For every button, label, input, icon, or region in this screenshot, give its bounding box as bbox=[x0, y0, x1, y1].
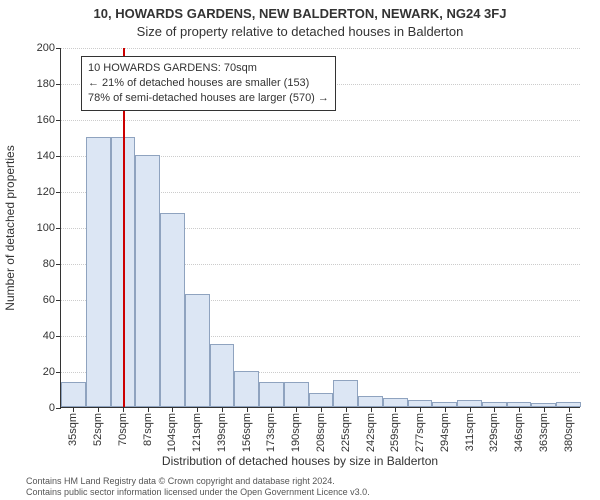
info-box-line1: 10 HOWARDS GARDENS: 70sqm bbox=[88, 61, 329, 76]
x-tick-mark bbox=[569, 407, 570, 412]
x-tick-mark bbox=[222, 407, 223, 412]
x-tick-mark bbox=[445, 407, 446, 412]
x-tick-mark bbox=[321, 407, 322, 412]
gridline bbox=[61, 120, 580, 121]
page-title: 10, HOWARDS GARDENS, NEW BALDERTON, NEWA… bbox=[0, 6, 600, 21]
x-tick-mark bbox=[296, 407, 297, 412]
x-tick-label: 87sqm bbox=[142, 413, 154, 446]
chart-subtitle: Size of property relative to detached ho… bbox=[0, 24, 600, 39]
info-box-line3: 78% of semi-detached houses are larger (… bbox=[88, 91, 329, 106]
y-tick-label: 120 bbox=[37, 186, 55, 198]
x-tick-mark bbox=[494, 407, 495, 412]
x-axis-label: Distribution of detached houses by size … bbox=[0, 454, 600, 468]
x-tick-label: 346sqm bbox=[513, 413, 525, 452]
x-tick-mark bbox=[346, 407, 347, 412]
histogram-bar bbox=[185, 294, 210, 407]
gridline bbox=[61, 48, 580, 49]
histogram-bar bbox=[408, 400, 433, 407]
footer-line1: Contains HM Land Registry data © Crown c… bbox=[26, 476, 370, 487]
y-tick-label: 180 bbox=[37, 78, 55, 90]
x-tick-label: 242sqm bbox=[365, 413, 377, 452]
y-tick-mark bbox=[56, 336, 61, 337]
x-tick-label: 208sqm bbox=[315, 413, 327, 452]
histogram-bar bbox=[61, 382, 86, 407]
y-tick-mark bbox=[56, 192, 61, 193]
x-tick-label: 156sqm bbox=[241, 413, 253, 452]
y-tick-mark bbox=[56, 372, 61, 373]
histogram-bar bbox=[383, 398, 408, 407]
x-tick-label: 380sqm bbox=[563, 413, 575, 452]
x-tick-mark bbox=[544, 407, 545, 412]
x-tick-label: 311sqm bbox=[464, 413, 476, 451]
histogram-bar bbox=[333, 380, 358, 407]
y-tick-label: 40 bbox=[43, 330, 55, 342]
x-tick-label: 225sqm bbox=[340, 413, 352, 452]
x-tick-mark bbox=[395, 407, 396, 412]
histogram-bar bbox=[309, 393, 334, 407]
x-tick-label: 52sqm bbox=[92, 413, 104, 446]
plot-area: 02040608010012014016018020035sqm52sqm70s… bbox=[60, 48, 580, 408]
y-tick-mark bbox=[56, 48, 61, 49]
y-tick-label: 140 bbox=[37, 150, 55, 162]
histogram-bar bbox=[284, 382, 309, 407]
x-tick-label: 277sqm bbox=[414, 413, 426, 452]
y-tick-label: 80 bbox=[43, 258, 55, 270]
y-tick-mark bbox=[56, 264, 61, 265]
y-tick-label: 0 bbox=[49, 402, 55, 414]
chart-container: 10, HOWARDS GARDENS, NEW BALDERTON, NEWA… bbox=[0, 0, 600, 500]
x-tick-mark bbox=[73, 407, 74, 412]
y-axis-label: Number of detached properties bbox=[3, 145, 17, 310]
x-tick-label: 70sqm bbox=[117, 413, 129, 446]
info-box-line2: ← 21% of detached houses are smaller (15… bbox=[88, 76, 329, 91]
x-tick-label: 104sqm bbox=[166, 413, 178, 452]
histogram-bar bbox=[160, 213, 185, 407]
histogram-bar bbox=[358, 396, 383, 407]
y-tick-mark bbox=[56, 156, 61, 157]
x-tick-label: 35sqm bbox=[67, 413, 79, 446]
footer-line2: Contains public sector information licen… bbox=[26, 487, 370, 498]
histogram-bar bbox=[210, 344, 235, 407]
y-tick-label: 160 bbox=[37, 114, 55, 126]
x-tick-label: 363sqm bbox=[538, 413, 550, 452]
x-tick-mark bbox=[420, 407, 421, 412]
y-tick-mark bbox=[56, 84, 61, 85]
x-tick-mark bbox=[519, 407, 520, 412]
histogram-bar bbox=[234, 371, 259, 407]
y-tick-label: 100 bbox=[37, 222, 55, 234]
footer: Contains HM Land Registry data © Crown c… bbox=[26, 476, 370, 499]
x-tick-label: 121sqm bbox=[191, 413, 203, 452]
x-tick-label: 190sqm bbox=[290, 413, 302, 452]
y-tick-label: 200 bbox=[37, 42, 55, 54]
y-tick-mark bbox=[56, 228, 61, 229]
x-tick-mark bbox=[371, 407, 372, 412]
histogram-bar bbox=[259, 382, 284, 407]
y-tick-mark bbox=[56, 120, 61, 121]
histogram-bar bbox=[457, 400, 482, 407]
x-tick-mark bbox=[271, 407, 272, 412]
info-box: 10 HOWARDS GARDENS: 70sqm← 21% of detach… bbox=[81, 56, 336, 111]
x-tick-label: 294sqm bbox=[439, 413, 451, 452]
x-tick-mark bbox=[470, 407, 471, 412]
y-tick-mark bbox=[56, 408, 61, 409]
y-tick-label: 20 bbox=[43, 366, 55, 378]
x-tick-mark bbox=[172, 407, 173, 412]
histogram-bar bbox=[135, 155, 160, 407]
y-tick-mark bbox=[56, 300, 61, 301]
x-tick-mark bbox=[247, 407, 248, 412]
x-tick-mark bbox=[98, 407, 99, 412]
x-tick-mark bbox=[197, 407, 198, 412]
x-tick-label: 329sqm bbox=[488, 413, 500, 452]
x-tick-label: 139sqm bbox=[216, 413, 228, 452]
x-tick-label: 173sqm bbox=[265, 413, 277, 452]
x-tick-mark bbox=[123, 407, 124, 412]
y-tick-label: 60 bbox=[43, 294, 55, 306]
histogram-bar bbox=[86, 137, 111, 407]
x-tick-mark bbox=[148, 407, 149, 412]
x-tick-label: 259sqm bbox=[389, 413, 401, 452]
